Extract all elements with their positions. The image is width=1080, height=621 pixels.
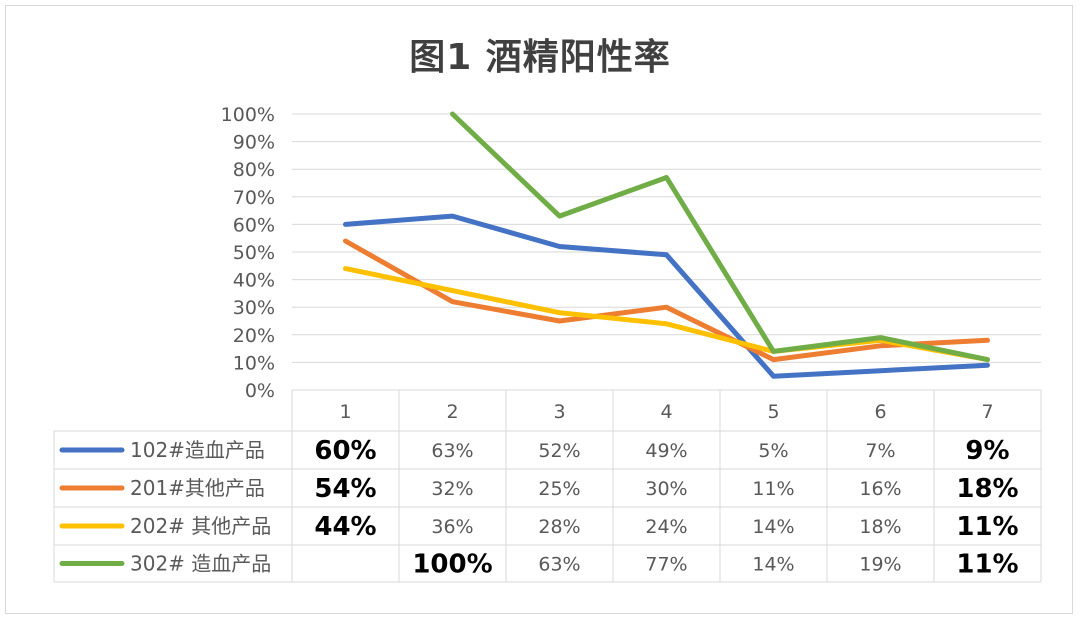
data-label: 28% bbox=[538, 516, 580, 538]
legend-label: 202# 其他产品 bbox=[130, 514, 271, 538]
data-label: 49% bbox=[645, 440, 687, 462]
data-label: 14% bbox=[752, 554, 794, 576]
legend-label: 102#造血产品 bbox=[130, 438, 265, 462]
data-label: 16% bbox=[859, 478, 901, 500]
series-line bbox=[343, 238, 990, 363]
series-lines bbox=[343, 111, 990, 379]
y-tick-label: 100% bbox=[221, 104, 275, 126]
y-tick-label: 80% bbox=[233, 159, 275, 181]
chart-title: 图1 酒精阳性率 bbox=[409, 37, 671, 78]
series-line bbox=[343, 266, 990, 363]
data-label: 9% bbox=[965, 436, 1009, 466]
data-label: 11% bbox=[956, 512, 1018, 542]
data-label: 30% bbox=[645, 478, 687, 500]
data-label: 63% bbox=[538, 554, 580, 576]
y-tick-label: 0% bbox=[245, 380, 275, 402]
x-tick-label: 1 bbox=[339, 401, 351, 423]
x-tick-label: 7 bbox=[981, 401, 993, 423]
y-tick-label: 50% bbox=[233, 242, 275, 264]
legend-label: 302# 造血产品 bbox=[130, 552, 271, 576]
data-label: 5% bbox=[758, 440, 788, 462]
data-label: 77% bbox=[645, 554, 687, 576]
data-label: 100% bbox=[412, 550, 492, 580]
x-tick-label: 6 bbox=[874, 401, 886, 423]
y-tick-label: 20% bbox=[233, 325, 275, 347]
gridlines bbox=[292, 113, 1041, 391]
y-tick-label: 30% bbox=[233, 297, 275, 319]
x-tick-label: 4 bbox=[660, 401, 672, 423]
data-label: 11% bbox=[956, 550, 1018, 580]
data-label: 44% bbox=[314, 512, 376, 542]
x-tick-label: 2 bbox=[446, 401, 458, 423]
series-line bbox=[450, 111, 990, 363]
data-label: 52% bbox=[538, 440, 580, 462]
data-label: 14% bbox=[752, 516, 794, 538]
y-tick-label: 40% bbox=[233, 270, 275, 292]
data-label: 60% bbox=[314, 436, 376, 466]
y-tick-label: 60% bbox=[233, 214, 275, 236]
x-tick-label: 3 bbox=[553, 401, 565, 423]
legend-label: 201#其他产品 bbox=[130, 476, 265, 500]
data-label: 19% bbox=[859, 554, 901, 576]
y-tick-label: 90% bbox=[233, 132, 275, 154]
data-label: 24% bbox=[645, 516, 687, 538]
series-line bbox=[343, 213, 990, 379]
data-label: 7% bbox=[865, 440, 895, 462]
y-tick-label: 70% bbox=[233, 187, 275, 209]
data-label: 18% bbox=[956, 474, 1018, 504]
data-label: 11% bbox=[752, 478, 794, 500]
y-axis-ticks: 0% 10% 20% 30% 40% 50% 60% 70% 80% 90% 100% bbox=[221, 104, 275, 402]
x-tick-label: 5 bbox=[767, 401, 779, 423]
data-label: 25% bbox=[538, 478, 580, 500]
data-label: 36% bbox=[431, 516, 473, 538]
data-label: 54% bbox=[314, 474, 376, 504]
data-label: 18% bbox=[859, 516, 901, 538]
y-tick-label: 10% bbox=[233, 352, 275, 374]
data-label: 63% bbox=[431, 440, 473, 462]
data-table: 1 2 3 4 5 6 7 102#造血产品 60% 63% 52% 49% 5% 7% 9% 201#其他产… bbox=[53, 389, 1042, 583]
data-label: 32% bbox=[431, 478, 473, 500]
